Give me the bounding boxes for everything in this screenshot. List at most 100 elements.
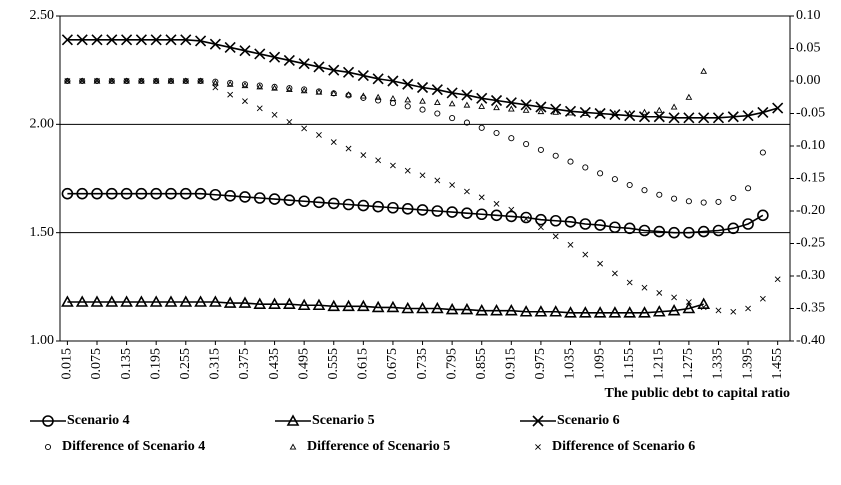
marker xyxy=(330,89,338,96)
marker xyxy=(416,204,429,216)
marker xyxy=(594,219,606,231)
marker xyxy=(254,48,266,60)
marker xyxy=(490,209,503,222)
marker xyxy=(123,78,130,84)
marker xyxy=(611,270,618,277)
marker xyxy=(375,157,382,164)
marker xyxy=(594,107,606,120)
marker xyxy=(150,34,162,46)
marker xyxy=(401,301,415,314)
marker xyxy=(271,111,278,118)
marker xyxy=(715,307,722,314)
marker xyxy=(241,81,249,88)
marker xyxy=(345,91,352,98)
x-tick-label: 0.855 xyxy=(474,348,489,380)
x-tick-label: 0.375 xyxy=(237,348,252,380)
marker xyxy=(357,70,369,82)
marker xyxy=(138,78,145,84)
marker xyxy=(285,85,293,92)
marker xyxy=(641,108,648,115)
marker xyxy=(61,295,74,307)
marker xyxy=(597,170,604,177)
x-tick-label: 0.915 xyxy=(504,348,519,380)
marker xyxy=(685,198,692,205)
marker xyxy=(656,289,663,296)
marker xyxy=(212,79,219,86)
marker xyxy=(328,64,340,76)
y2-tick-label: -0.10 xyxy=(796,138,825,153)
marker xyxy=(727,222,740,235)
marker xyxy=(342,299,355,312)
marker xyxy=(478,124,485,131)
marker xyxy=(108,77,116,84)
marker xyxy=(78,77,86,84)
marker xyxy=(490,304,503,316)
marker xyxy=(256,82,263,89)
marker xyxy=(342,66,355,78)
marker xyxy=(316,132,322,138)
marker xyxy=(507,105,515,112)
y2-tick-label: -0.35 xyxy=(796,301,825,316)
marker xyxy=(730,194,737,202)
marker xyxy=(700,304,707,311)
marker xyxy=(389,95,397,102)
marker xyxy=(685,93,693,100)
marker xyxy=(342,198,355,211)
series xyxy=(64,78,781,315)
marker xyxy=(359,92,367,99)
marker xyxy=(446,206,458,218)
x-tick-label: 0.795 xyxy=(444,348,459,380)
marker xyxy=(121,34,133,46)
x-tick-label: 0.675 xyxy=(385,348,400,380)
marker xyxy=(431,84,443,96)
x-tick-label: 1.395 xyxy=(740,348,755,380)
marker xyxy=(345,145,352,152)
marker xyxy=(286,85,293,92)
marker xyxy=(461,89,473,101)
marker xyxy=(653,225,666,238)
marker xyxy=(641,284,648,291)
marker xyxy=(697,297,711,309)
legend-label: Difference of Scenario 5 xyxy=(307,439,450,454)
marker xyxy=(389,100,396,107)
marker xyxy=(671,195,678,202)
y2-tick-label: -0.15 xyxy=(796,171,825,186)
x-tick-label: 1.035 xyxy=(563,348,578,380)
series xyxy=(64,67,708,117)
x-tick-label: 0.195 xyxy=(148,348,163,380)
marker xyxy=(197,77,204,84)
marker xyxy=(76,34,88,46)
x-tick-label: 0.075 xyxy=(89,348,104,380)
marker xyxy=(301,86,308,93)
marker xyxy=(105,187,118,200)
marker xyxy=(64,77,71,84)
marker xyxy=(504,304,518,316)
marker xyxy=(582,251,589,258)
x-tick-label: 0.495 xyxy=(296,348,311,380)
marker xyxy=(226,80,234,87)
marker xyxy=(434,177,441,184)
legend-label: Scenario 6 xyxy=(557,413,620,428)
marker xyxy=(493,129,500,137)
marker xyxy=(271,84,278,91)
marker xyxy=(730,308,737,315)
marker xyxy=(300,87,308,94)
marker xyxy=(312,298,326,311)
x-tick-label: 0.255 xyxy=(178,348,193,380)
marker xyxy=(256,83,264,90)
marker xyxy=(537,108,545,115)
marker xyxy=(478,194,485,201)
marker xyxy=(449,115,456,122)
series-line xyxy=(67,39,778,119)
marker xyxy=(698,112,710,124)
marker xyxy=(567,158,574,165)
marker xyxy=(668,112,680,124)
series-line xyxy=(67,301,704,314)
marker xyxy=(520,211,532,224)
marker xyxy=(552,152,559,159)
marker xyxy=(638,224,651,237)
marker xyxy=(120,295,133,307)
x-tick-label: 0.435 xyxy=(267,348,282,380)
legend-label: Scenario 5 xyxy=(312,413,375,428)
marker xyxy=(371,300,385,313)
